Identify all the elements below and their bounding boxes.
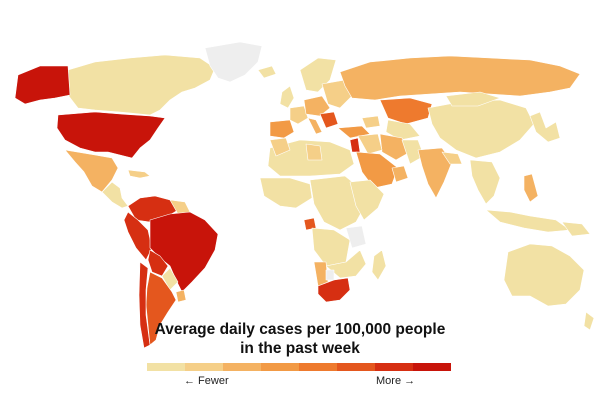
region-nepal-bangladesh[interactable] (441, 151, 463, 165)
region-scandinavia[interactable] (299, 57, 337, 93)
scale-step-6 (337, 363, 375, 371)
region-levant[interactable] (349, 137, 361, 153)
region-chile[interactable] (138, 261, 151, 349)
region-china[interactable] (427, 99, 535, 159)
region-italy[interactable] (307, 117, 323, 135)
region-east-africa[interactable] (349, 179, 385, 221)
scale-step-4 (261, 363, 299, 371)
region-russia[interactable] (339, 55, 581, 101)
region-west-africa[interactable] (259, 177, 313, 209)
region-alaska[interactable] (14, 65, 71, 105)
scale-step-7 (375, 363, 413, 371)
region-kazakhstan[interactable] (379, 97, 433, 125)
region-peru-ecuador[interactable] (123, 211, 153, 261)
region-caucasus[interactable] (361, 115, 381, 129)
region-australia[interactable] (503, 243, 585, 307)
region-morocco[interactable] (269, 137, 291, 157)
region-central-asia[interactable] (385, 119, 421, 141)
more-label: More → (376, 375, 416, 387)
region-iceland[interactable] (257, 65, 277, 79)
region-france[interactable] (289, 105, 309, 125)
region-greenland (204, 41, 263, 83)
region-uk-ireland[interactable] (279, 85, 295, 109)
scale-step-8 (413, 363, 451, 371)
region-png[interactable] (561, 221, 591, 237)
scale-step-2 (185, 363, 223, 371)
legend-title-line1: Average daily cases per 100,000 people (154, 321, 446, 338)
region-gulf-states[interactable] (391, 165, 409, 183)
region-uruguay[interactable] (175, 289, 187, 303)
region-turkey[interactable] (337, 125, 371, 139)
scale-step-1 (147, 363, 185, 371)
region-lesotho (325, 269, 335, 281)
region-madagascar[interactable] (371, 249, 387, 281)
color-scale-bar (147, 363, 451, 371)
region-canada[interactable] (67, 54, 216, 116)
region-central-europe[interactable] (303, 95, 331, 117)
region-indonesia[interactable] (485, 209, 571, 233)
region-spain-portugal[interactable] (269, 119, 295, 139)
region-tanzania (345, 225, 367, 249)
region-gabon[interactable] (303, 217, 317, 231)
legend-title-line2: in the past week (240, 340, 360, 357)
region-mexico[interactable] (64, 149, 119, 193)
region-southern-africa[interactable] (325, 249, 367, 279)
region-new-zealand[interactable] (583, 311, 595, 331)
region-saudi-arabia[interactable] (355, 151, 399, 189)
region-mongolia[interactable] (445, 91, 501, 107)
region-india[interactable] (417, 147, 453, 199)
scale-step-5 (299, 363, 337, 371)
fewer-label: ← Fewer (184, 375, 229, 387)
region-south-africa[interactable] (317, 277, 351, 303)
region-central-america[interactable] (101, 181, 129, 209)
region-tunisia-libya[interactable] (305, 143, 323, 161)
region-philippines[interactable] (523, 173, 539, 203)
region-balkans[interactable] (319, 111, 339, 129)
legend-title: Average daily cases per 100,000 people i… (0, 320, 600, 358)
scale-step-3 (223, 363, 261, 371)
region-congo-angola[interactable] (311, 227, 351, 267)
region-usa[interactable] (56, 111, 166, 159)
region-southeast-asia[interactable] (469, 159, 501, 205)
region-eastern-europe[interactable] (321, 79, 353, 109)
region-iraq-syria[interactable] (357, 133, 383, 155)
region-caribbean[interactable] (127, 169, 151, 179)
region-korea-japan[interactable] (529, 111, 561, 143)
